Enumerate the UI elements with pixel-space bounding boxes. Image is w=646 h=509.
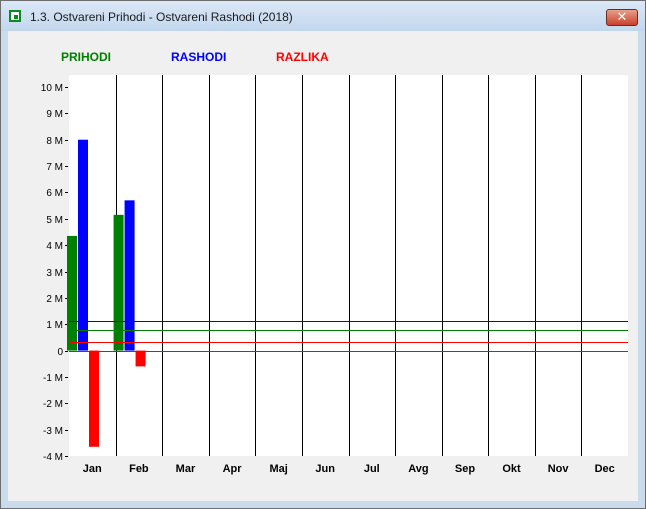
y-tick-label: 10 M [41, 83, 63, 94]
x-tick-label: Avg [408, 463, 428, 475]
x-tick-label: Feb [129, 463, 149, 475]
bar-rashodi-jan [78, 139, 88, 351]
bar-prihodi-feb [113, 214, 124, 351]
x-tick-label: Dec [595, 463, 615, 475]
y-tick-label: 7 M [46, 162, 63, 173]
close-button[interactable]: ✕ [606, 9, 638, 26]
y-tick-label: -1 M [43, 373, 63, 384]
legend-rashodi: RASHODI [171, 50, 227, 64]
x-tick-label: Apr [223, 463, 243, 475]
y-tick-label: 0 [57, 347, 63, 358]
x-tick-label: Mar [176, 463, 196, 475]
bar-prihodi-jan [67, 235, 77, 351]
x-tick-label: Nov [548, 463, 570, 475]
x-tick-label: Jul [364, 463, 380, 475]
legend-prihodi: PRIHODI [61, 50, 112, 64]
chart-area: PRIHODI RASHODI RAZLIKA 10 M 9 M 8 M 7 M 6 M… [8, 31, 638, 501]
y-tick-label: 5 M [46, 215, 63, 226]
y-tick-label: 3 M [46, 268, 63, 279]
bar-razlika-jan [89, 350, 99, 447]
y-tick-label: 9 M [46, 109, 63, 120]
y-tick-label: 8 M [46, 136, 63, 147]
x-tick-label: Maj [269, 463, 287, 475]
y-tick-label: 2 M [46, 294, 63, 305]
bar-rashodi-feb [124, 200, 135, 351]
y-tick-label: -2 M [43, 399, 63, 410]
y-tick-label: 1 M [46, 320, 63, 331]
y-tick-label: -4 M [43, 452, 63, 463]
window-title: 1.3. Ostvareni Prihodi - Ostvareni Rasho… [30, 10, 293, 24]
y-tick-label: -3 M [43, 426, 63, 437]
title-bar[interactable]: 1.3. Ostvareni Prihodi - Ostvareni Rasho… [1, 1, 645, 31]
bar-chart: 10 M 9 M 8 M 7 M 6 M 5 M 4 M 3 M 2 M 1 M 0 -1 M -2 M… [41, 75, 628, 475]
x-tick-label: Jun [315, 463, 335, 475]
bar-razlika-feb [135, 350, 146, 367]
y-tick-label: 6 M [46, 188, 63, 199]
y-tick-label: 4 M [46, 241, 63, 252]
plot-background [69, 75, 628, 456]
app-icon[interactable] [9, 10, 21, 22]
x-tick-label: Okt [502, 463, 521, 475]
legend-razlika: RAZLIKA [276, 50, 329, 64]
x-tick-label: Jan [83, 463, 102, 475]
x-tick-label: Sep [455, 463, 475, 475]
